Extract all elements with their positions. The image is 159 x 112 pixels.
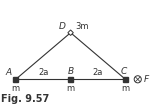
Polygon shape bbox=[68, 30, 73, 35]
Text: A: A bbox=[5, 68, 11, 77]
Text: m: m bbox=[12, 84, 20, 93]
Polygon shape bbox=[123, 77, 128, 82]
Polygon shape bbox=[13, 77, 18, 82]
Text: B: B bbox=[68, 67, 74, 76]
Text: F: F bbox=[144, 75, 149, 84]
Polygon shape bbox=[68, 77, 73, 82]
Text: Fig. 9.57: Fig. 9.57 bbox=[1, 94, 49, 104]
Text: m: m bbox=[66, 84, 75, 93]
Text: 2a: 2a bbox=[93, 68, 103, 77]
Text: m: m bbox=[121, 84, 129, 93]
Text: 3m: 3m bbox=[76, 22, 89, 31]
Circle shape bbox=[134, 76, 141, 83]
Text: C: C bbox=[121, 67, 127, 76]
Text: D: D bbox=[59, 22, 66, 31]
Text: 2a: 2a bbox=[38, 68, 48, 77]
